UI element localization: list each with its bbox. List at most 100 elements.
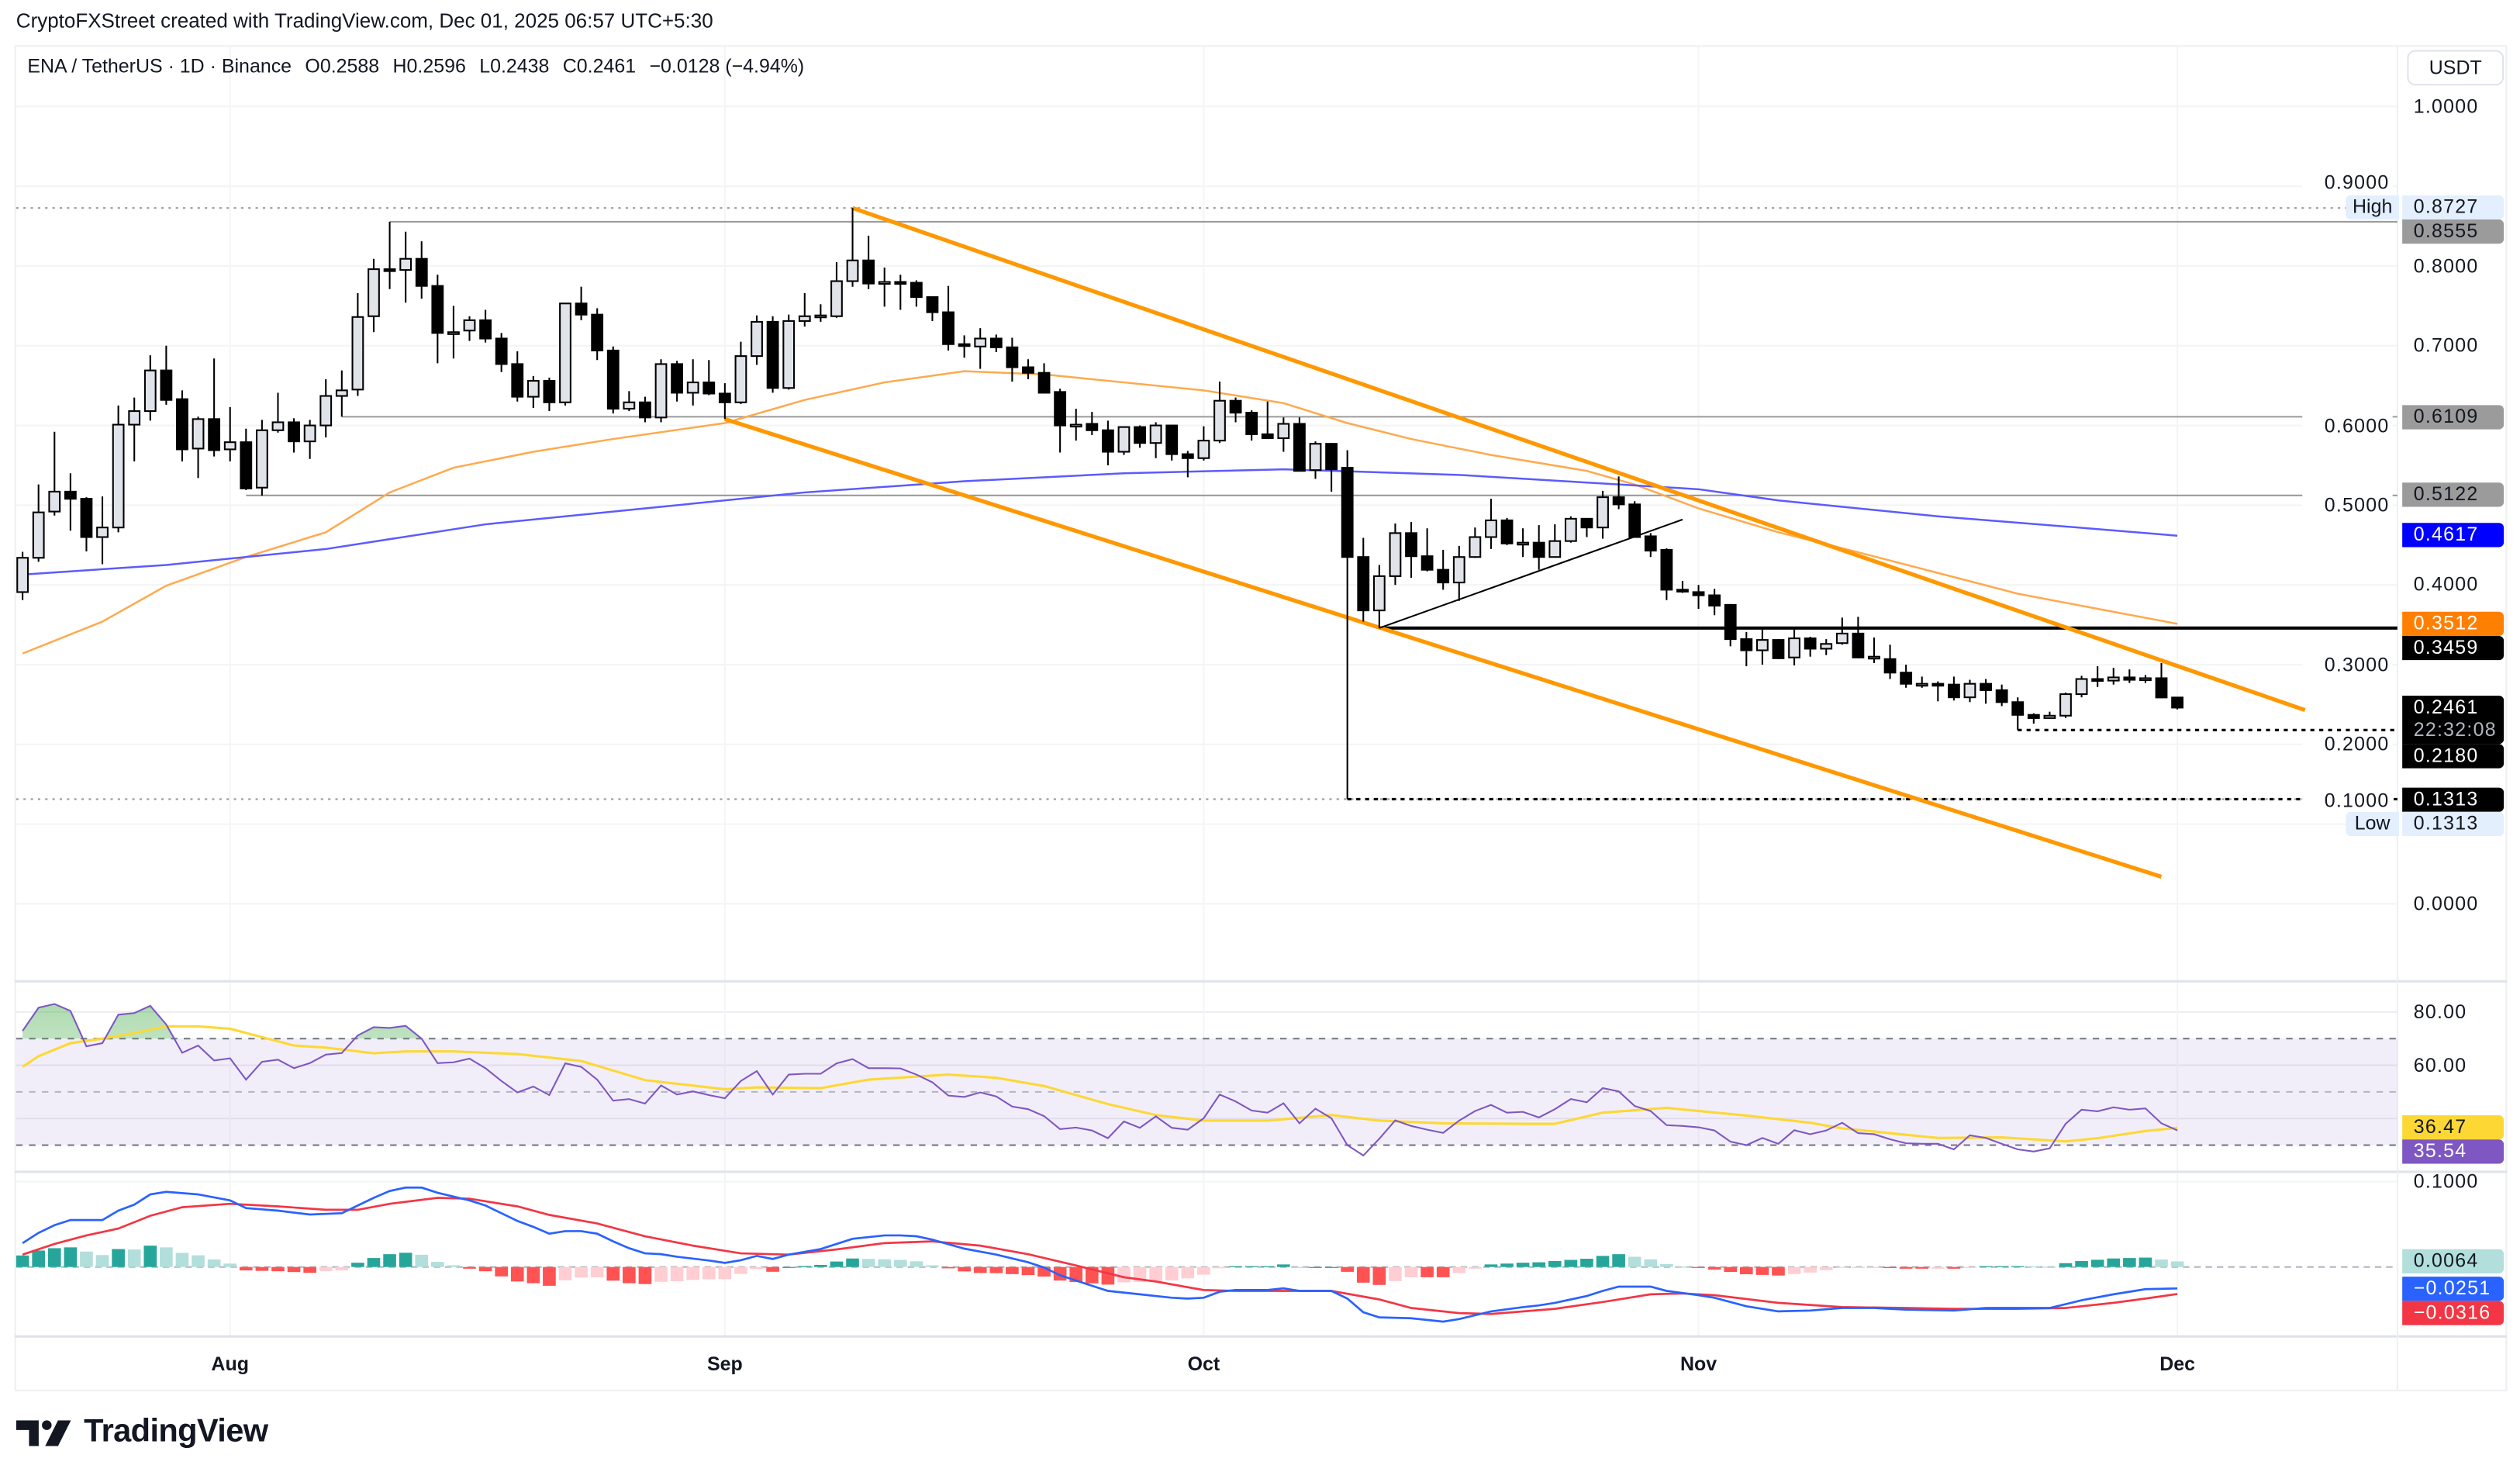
bullish-candle xyxy=(1963,679,1976,703)
macd-pane[interactable] xyxy=(16,1186,2397,1323)
candle-body xyxy=(335,389,348,397)
macd-histogram-bar xyxy=(143,1246,157,1267)
macd-histogram-bar xyxy=(718,1266,732,1280)
price-pane[interactable] xyxy=(16,206,2397,879)
macd-histogram-bar xyxy=(1149,1266,1162,1282)
open-value: 0.2588 xyxy=(319,54,380,78)
axis-price-tag: 0.6109 xyxy=(2402,404,2504,429)
fast-moving-average-line xyxy=(22,370,2178,655)
macd-histogram-bar xyxy=(415,1254,429,1267)
candle-body xyxy=(862,259,875,285)
bullish-candle xyxy=(830,261,843,318)
candle-body xyxy=(1660,548,1673,591)
tradingview-logo[interactable]: TradingView xyxy=(16,1414,268,1451)
candle-body xyxy=(958,343,971,347)
bullish-candle xyxy=(623,391,636,412)
macd-histogram-bar xyxy=(1324,1266,1338,1268)
macd-histogram-bar xyxy=(192,1255,205,1267)
symbol-legend[interactable]: ENA / TetherUS · 1D · Binance O0.2588 H0… xyxy=(27,55,812,78)
macd-histogram-bar xyxy=(399,1253,413,1267)
macd-histogram-bar xyxy=(239,1266,253,1271)
bullish-candle xyxy=(1452,545,1465,601)
time-axis-label: Aug xyxy=(211,1352,249,1376)
bearish-candle xyxy=(1165,424,1179,461)
candle-body xyxy=(1309,443,1322,472)
candle-body xyxy=(1532,541,1545,558)
candle-body xyxy=(1517,541,1530,546)
candle-body xyxy=(1022,366,1034,374)
candle-body xyxy=(2075,678,2088,696)
bullish-candle xyxy=(751,315,763,365)
macd-histogram-bar xyxy=(112,1249,125,1267)
macd-histogram-bar xyxy=(351,1263,364,1267)
tag-value: 0.2180 xyxy=(2413,744,2479,767)
candle-body xyxy=(1277,423,1290,440)
macd-histogram-bar xyxy=(1469,1266,1482,1269)
macd-histogram-bar xyxy=(447,1265,461,1267)
candle-body xyxy=(1548,540,1562,558)
candle-body xyxy=(1995,689,2008,703)
bearish-candle xyxy=(1037,363,1051,394)
bearish-candle xyxy=(718,383,731,420)
candle-body xyxy=(1037,371,1051,394)
bullish-candle xyxy=(559,302,571,406)
macd-histogram-bar xyxy=(734,1266,747,1274)
close-value: 0.2461 xyxy=(576,54,637,78)
macd-histogram-bar xyxy=(478,1266,492,1272)
candle-body xyxy=(702,382,716,395)
macd-histogram-bar xyxy=(1692,1266,1705,1268)
bullish-candle xyxy=(1485,499,1497,549)
bearish-candle xyxy=(1405,521,1417,578)
candle-body xyxy=(1421,555,1434,571)
bearish-candle xyxy=(1134,425,1146,448)
macd-histogram-bar xyxy=(303,1266,316,1273)
candle-body xyxy=(639,401,651,419)
candle-body xyxy=(1405,532,1417,558)
candle-body xyxy=(1181,453,1194,459)
grid-lines xyxy=(16,47,2397,1337)
bearish-candle xyxy=(2011,697,2025,731)
macd-histogram-bar xyxy=(1197,1266,1210,1275)
candle-body xyxy=(1069,423,1082,428)
macd-histogram-bar xyxy=(2107,1258,2121,1267)
bearish-candle xyxy=(160,345,173,405)
macd-histogram-bar xyxy=(926,1265,939,1267)
macd-histogram-bar xyxy=(1006,1266,1019,1274)
macd-histogram-bar xyxy=(782,1266,796,1268)
macd-histogram-bar xyxy=(383,1254,396,1267)
bearish-candle xyxy=(639,396,651,423)
candle-body xyxy=(16,557,29,593)
macd-histogram-bar xyxy=(255,1266,269,1271)
macd-histogram-bar xyxy=(814,1264,827,1267)
bullish-candle xyxy=(814,304,827,322)
macd-histogram-bar xyxy=(271,1266,285,1272)
macd-histogram-bar xyxy=(1452,1266,1466,1273)
candle-body xyxy=(575,302,588,316)
candle-body xyxy=(878,281,891,285)
bearish-candle xyxy=(383,221,396,289)
bullish-candle xyxy=(32,484,45,562)
bearish-candle xyxy=(1341,450,1354,800)
tag-value: 0.4617 xyxy=(2413,523,2479,547)
candle-body xyxy=(1724,603,1737,641)
candle-body xyxy=(686,382,699,394)
tag-value: 0.6109 xyxy=(2413,404,2479,427)
candle-body xyxy=(240,441,253,489)
price-axis-tick: 0.0000 xyxy=(2413,892,2479,915)
axis-price-tag: 0.1313 xyxy=(2402,811,2504,836)
rsi-pane[interactable] xyxy=(16,1003,2397,1157)
chart-frame xyxy=(14,45,2508,1391)
bearish-candle xyxy=(1708,589,1721,616)
high-label: H xyxy=(392,54,407,78)
tag-value: −0.0251 xyxy=(2413,1276,2491,1299)
currency-button[interactable]: USDT xyxy=(2407,50,2504,86)
candle-body xyxy=(1261,433,1274,440)
macd-histogram-bar xyxy=(1021,1266,1035,1276)
candle-body xyxy=(1900,672,1913,685)
candle-body xyxy=(223,441,236,451)
macd-histogram-bar xyxy=(1165,1266,1179,1280)
bullish-candle xyxy=(1517,528,1530,558)
candle-body xyxy=(383,268,396,272)
